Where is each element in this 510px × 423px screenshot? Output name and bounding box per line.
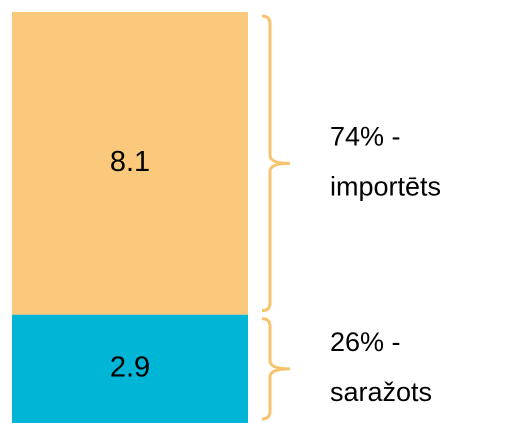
bracket	[261, 14, 291, 313]
bar-segment	[12, 12, 248, 315]
data-label: 2.9	[110, 351, 150, 383]
bar-segment	[12, 314, 248, 423]
data-label: 8.1	[110, 146, 150, 178]
annotation: saražots	[330, 377, 432, 407]
annotation: 26% -	[330, 327, 401, 357]
annotation: importēts	[330, 171, 441, 201]
annotation: 74% -	[330, 121, 401, 151]
bracket	[261, 317, 291, 421]
